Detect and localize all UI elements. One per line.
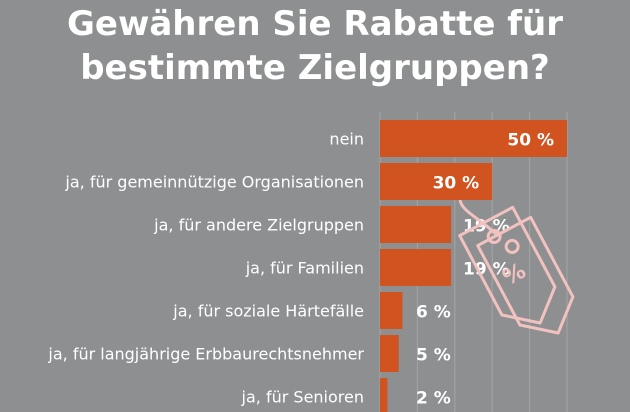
- value-label: 5 %: [416, 346, 451, 366]
- bar: [380, 249, 452, 286]
- price-tag-back: [476, 215, 575, 335]
- value-label: 6 %: [416, 303, 451, 323]
- bar: [380, 335, 399, 372]
- bar: [380, 120, 567, 157]
- bar: [380, 292, 403, 329]
- bar: [380, 163, 493, 200]
- category-label: ja, für Senioren: [241, 388, 364, 407]
- bar: [380, 206, 452, 243]
- tag-string: [458, 199, 500, 238]
- value-label: 2 %: [416, 389, 451, 409]
- bar: [380, 378, 388, 412]
- chart-title-line-2: bestimmte Zielgruppen?: [80, 48, 550, 88]
- category-label: ja, für soziale Härtefälle: [172, 302, 364, 321]
- value-label: 50 %: [507, 131, 554, 151]
- category-label: ja, für langjährige Erbbaurechtsnehmer: [47, 345, 364, 364]
- value-label: 30 %: [433, 174, 480, 194]
- chart-title-line-1: Gewähren Sie Rabatte für: [66, 4, 563, 44]
- bars: nein 50 % ja, für gemeinnützige Organisati…: [47, 120, 567, 412]
- category-label: ja, für andere Zielgruppen: [153, 216, 364, 235]
- chart-title: Gewähren Sie Rabatte für bestimmte Zielg…: [0, 2, 630, 90]
- category-label: ja, für gemeinnützige Organisationen: [64, 173, 364, 192]
- category-label: ja, für Familien: [245, 259, 364, 278]
- category-label: nein: [329, 130, 364, 149]
